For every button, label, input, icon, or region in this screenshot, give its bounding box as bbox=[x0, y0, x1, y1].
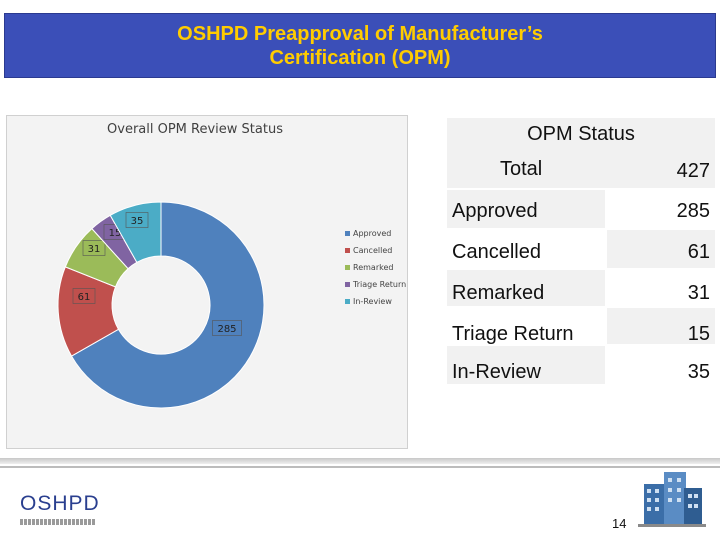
legend-label-cancelled: Cancelled bbox=[353, 246, 392, 255]
logo-wordmark: OSHPD bbox=[20, 492, 100, 515]
page-number: 14 bbox=[612, 516, 627, 531]
legend-swatch-cancelled bbox=[345, 248, 350, 253]
chart-panel: Overall OPM Review Status 285 61 31 15 35 App… bbox=[6, 115, 408, 449]
row-value-approved: 285 bbox=[676, 200, 710, 222]
donut-chart: 285 61 31 15 35 Approved Cancelled Remarked Tria… bbox=[57, 201, 406, 409]
svg-text:35: 35 bbox=[131, 216, 144, 227]
donut-slice-in-review bbox=[109, 201, 162, 264]
row-label-cancelled: Cancelled bbox=[452, 241, 541, 263]
row-label-remarked: Remarked bbox=[452, 282, 545, 304]
donut-slice-approved bbox=[70, 201, 265, 409]
legend-swatch-triage-return bbox=[345, 282, 350, 287]
legend-swatch-in-review bbox=[345, 299, 350, 304]
row-label-triage-return: Triage Return bbox=[452, 323, 574, 345]
footer-divider-line bbox=[0, 466, 720, 468]
legend-label-triage-return: Triage Return bbox=[352, 280, 406, 289]
row-bg-cancelled-value bbox=[607, 230, 715, 268]
slide-title-line2: Certification (OPM) bbox=[269, 47, 451, 69]
legend-label-approved: Approved bbox=[353, 229, 391, 238]
total-label: Total bbox=[500, 158, 543, 180]
total-value: 427 bbox=[676, 160, 710, 182]
row-value-cancelled: 61 bbox=[687, 241, 710, 263]
row-value-remarked: 31 bbox=[687, 282, 710, 304]
data-label-cancelled: 61 bbox=[72, 288, 96, 304]
footer-divider bbox=[0, 458, 720, 464]
data-label-approved: 285 bbox=[212, 320, 242, 336]
row-bg-remarked bbox=[447, 270, 605, 306]
svg-text:15: 15 bbox=[109, 228, 122, 239]
table-header-bg bbox=[447, 118, 715, 188]
table-header: OPM Status bbox=[527, 123, 635, 145]
row-bg-in-review bbox=[447, 346, 605, 384]
data-label-remarked: 31 bbox=[82, 240, 106, 256]
legend-swatch-approved bbox=[345, 231, 350, 236]
legend-label-remarked: Remarked bbox=[353, 263, 393, 272]
chart-title: Overall OPM Review Status bbox=[107, 122, 283, 137]
slide-title: OSHPD Preapproval of Manufacturer’s Cert… bbox=[5, 22, 715, 70]
row-value-in-review: 35 bbox=[687, 361, 710, 383]
legend-label-in-review: In-Review bbox=[353, 297, 392, 306]
slide-title-line1: OSHPD Preapproval of Manufacturer’s bbox=[177, 23, 543, 45]
data-label-in-review: 35 bbox=[125, 212, 149, 228]
row-bg-triage-value bbox=[607, 308, 715, 344]
svg-text:285: 285 bbox=[217, 324, 236, 335]
svg-text:31: 31 bbox=[88, 244, 101, 255]
title-banner: OSHPD Preapproval of Manufacturer’s Cert… bbox=[4, 13, 716, 78]
row-value-triage-return: 15 bbox=[687, 323, 710, 345]
row-label-approved: Approved bbox=[452, 200, 538, 222]
svg-text:61: 61 bbox=[78, 292, 91, 303]
facilities-building-icon bbox=[638, 472, 706, 527]
legend-swatch-remarked bbox=[345, 265, 350, 270]
oshpd-logo: OSHPD bbox=[20, 492, 100, 525]
logo-tagline-graphic bbox=[20, 519, 96, 525]
row-label-in-review: In-Review bbox=[452, 361, 541, 383]
row-bg-approved bbox=[447, 190, 605, 228]
